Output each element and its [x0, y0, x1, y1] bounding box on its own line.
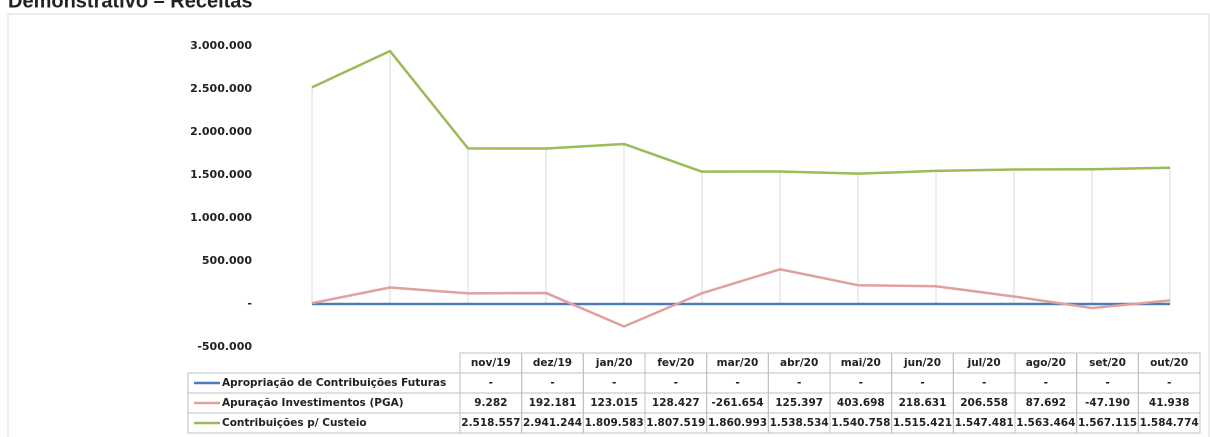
data-label: 218.631	[899, 397, 947, 409]
y-tick-label: 1.000.000	[190, 211, 252, 224]
x-tick-label: abr/20	[780, 357, 818, 369]
data-label: -	[489, 377, 493, 389]
legend-label: Apropriação de Contribuições Futuras	[222, 377, 446, 389]
x-tick-label: fev/20	[657, 357, 694, 369]
x-tick-label: jun/20	[903, 357, 941, 369]
table-cell	[1137, 412, 1201, 434]
chart-frame	[7, 13, 1210, 437]
series-line	[311, 49, 1171, 175]
data-label: 1.540.758	[831, 417, 890, 429]
x-tick-label: dez/19	[533, 357, 572, 369]
y-tick-label: 2.000.000	[190, 125, 252, 138]
data-label: 1.515.421	[893, 417, 952, 429]
data-label: -	[1044, 377, 1048, 389]
x-tick-label: out/20	[1150, 357, 1188, 369]
y-tick-label: 3.000.000	[190, 39, 252, 52]
data-label: 206.558	[960, 397, 1008, 409]
data-label: -	[674, 377, 678, 389]
data-label: 123.015	[590, 397, 638, 409]
x-tick-label: mai/20	[841, 357, 881, 369]
x-tick-label: mar/20	[717, 357, 759, 369]
data-label: 9.282	[474, 397, 507, 409]
chart-title: Demonstrativo – Receitas	[8, 0, 253, 12]
y-tick-label: 2.500.000	[190, 82, 252, 95]
data-label: -	[735, 377, 739, 389]
data-label: -	[1105, 377, 1109, 389]
data-label: 128.427	[652, 397, 700, 409]
data-label: -	[1167, 377, 1171, 389]
data-label: 87.692	[1026, 397, 1067, 409]
data-label: -	[982, 377, 986, 389]
data-label: -47.190	[1085, 397, 1130, 409]
y-tick-label: 1.500.000	[190, 168, 252, 181]
data-label: 2.518.557	[461, 417, 520, 429]
x-tick-label: ago/20	[1026, 357, 1066, 369]
data-label: 403.698	[837, 397, 885, 409]
data-label: 1.584.774	[1140, 417, 1199, 429]
data-label: 41.938	[1149, 397, 1190, 409]
data-label: 1.547.481	[955, 417, 1014, 429]
x-tick-label: set/20	[1089, 357, 1126, 369]
data-label: 1.567.115	[1078, 417, 1137, 429]
data-label: 125.397	[775, 397, 823, 409]
data-label: 192.181	[529, 397, 577, 409]
x-tick-label: jan/20	[595, 357, 633, 369]
y-tick-label: -	[247, 297, 252, 310]
series-line	[311, 268, 1171, 328]
data-label: 1.563.464	[1016, 417, 1075, 429]
data-label: -	[859, 377, 863, 389]
data-label: -	[612, 377, 616, 389]
y-tick-label: 500.000	[202, 254, 252, 267]
y-tick-label: -500.000	[197, 340, 252, 353]
legend-label: Contribuições p/ Custeio	[222, 417, 367, 429]
x-tick-label: nov/19	[471, 357, 511, 369]
legend-label: Apuração Investimentos (PGA)	[222, 397, 404, 409]
data-label: 2.941.244	[523, 417, 582, 429]
data-label: -	[797, 377, 801, 389]
data-label: -	[920, 377, 924, 389]
data-label: 1.807.519	[646, 417, 705, 429]
data-label: -	[550, 377, 554, 389]
data-label: 1.538.534	[770, 417, 829, 429]
data-label: 1.860.993	[708, 417, 767, 429]
data-label: -261.654	[711, 397, 763, 409]
data-label: 1.809.583	[585, 417, 644, 429]
x-tick-label: jul/20	[967, 357, 1001, 369]
